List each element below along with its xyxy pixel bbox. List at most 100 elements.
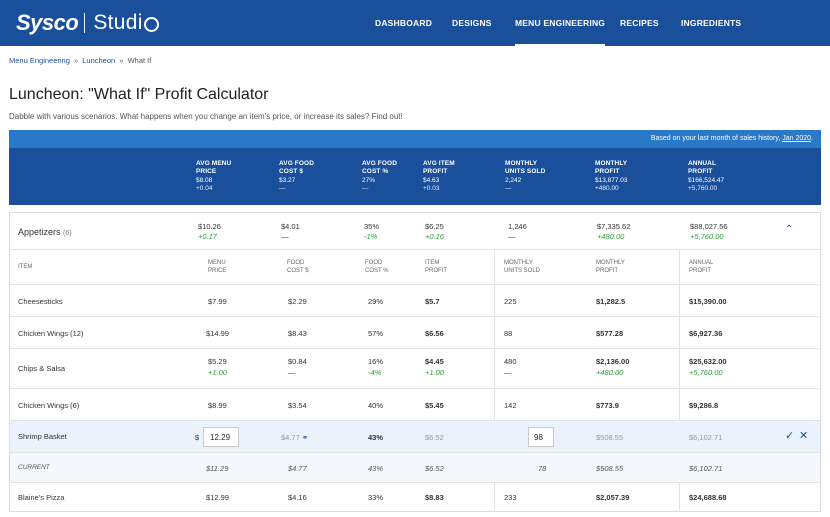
category-count: (6) <box>63 230 72 237</box>
col-header-line: PRICE <box>208 268 227 274</box>
category-units-sold-delta: — <box>508 232 516 241</box>
monthly-profit-delta: +480.00 <box>596 368 624 377</box>
summary-label: UNITS SOLD <box>505 168 546 176</box>
annual-profit: $6,927.36 <box>689 329 723 338</box>
table-row-editing[interactable]: Shrimp Basket $ $4.77 ⚭ 43% $6.52 $508.5… <box>10 421 820 453</box>
summary-label: PROFIT <box>688 168 713 176</box>
link-icon[interactable]: ⚭ <box>301 433 309 442</box>
table-row-current: CURRENT $11.29 $4.77 43% $6.52 78 $508.5… <box>10 453 820 483</box>
nav-dashboard[interactable]: DASHBOARD <box>375 18 433 28</box>
col-header-annual-profit: ANNUAL PROFIT <box>689 259 713 275</box>
units-sold-delta: — <box>504 368 512 377</box>
summary-label: COST $ <box>279 168 304 176</box>
item-profit: $8.83 <box>425 493 444 502</box>
sales-history-note: Based on your last month of sales histor… <box>651 135 813 142</box>
summary-label: COST % <box>362 168 389 176</box>
col-header-line: PROFIT <box>689 268 711 274</box>
table-row[interactable]: Chicken Wings (12) $14.99 $8.43 57% $6.5… <box>10 317 820 349</box>
summary-value: $8.08 <box>196 176 213 184</box>
table-header-row: ITEM MENU PRICE FOOD COST $ FOOD COST % ITE… <box>10 250 820 285</box>
monthly-profit: $2,057.39 <box>596 493 630 502</box>
sales-history-note-prefix: Based on your last month of sales histor… <box>650 135 781 142</box>
col-header-line: ANNUAL <box>689 260 714 266</box>
food-cost-pct: 43% <box>368 433 384 442</box>
current-food-cost-pct: 43% <box>368 464 384 473</box>
summary-monthly-profit: MONTHLY PROFIT $13,877.03 +480.00 <box>595 160 628 194</box>
logo-ring-icon <box>143 16 159 32</box>
cancel-close-icon[interactable]: ✕ <box>799 430 809 442</box>
summary-label: PRICE <box>196 168 217 176</box>
category-food-cost: $4.01 <box>281 222 300 231</box>
table-row[interactable]: Blaine's Pizza $12.99 $4.16 33% $8.83 23… <box>10 483 820 512</box>
monthly-profit: $508.55 <box>596 433 624 442</box>
category-units-sold: 1,246 <box>508 222 527 231</box>
item-profit: $5.7 <box>425 297 440 306</box>
annual-profit: $15,390.00 <box>689 297 727 306</box>
category-annual-profit-delta: +5,760.00 <box>690 232 724 241</box>
summary-label: AVG ITEM <box>423 160 455 167</box>
summary-delta: — <box>362 185 369 193</box>
category-header-row[interactable]: Appetizers (6) $10.26 +0.17 $4.01 — 35% … <box>10 213 820 250</box>
annual-profit: $24,688.68 <box>689 493 727 502</box>
col-header-line: FOOD <box>287 260 305 266</box>
col-header-line: ITEM <box>425 260 440 266</box>
sales-history-period-link[interactable]: Jan 2020 <box>782 135 812 142</box>
col-header-item: ITEM <box>18 264 33 270</box>
col-header-line: MENU <box>208 260 226 266</box>
summary-value: $4.63 <box>423 176 440 184</box>
summary-value: 27% <box>362 176 376 184</box>
col-header-line: COST $ <box>287 268 309 274</box>
col-header-monthly-profit: MONTHLY PROFIT <box>596 259 625 275</box>
category-monthly-profit-delta: +480.00 <box>597 232 625 241</box>
food-cost-pct-delta: -4% <box>368 368 382 377</box>
col-header-item-profit: ITEM PROFIT <box>425 259 447 275</box>
nav-recipes[interactable]: RECIPES <box>620 18 659 28</box>
item-name: Shrimp Basket <box>18 432 67 441</box>
summary-avg-menu-price: AVG MENU PRICE $8.08 +0.04 <box>196 160 231 194</box>
confirm-check-icon[interactable]: ✓ <box>785 430 795 442</box>
food-cost: $2.29 <box>288 297 307 306</box>
nav-ingredients[interactable]: INGREDIENTS <box>681 18 742 28</box>
breadcrumb-menu-engineering[interactable]: Menu Engineering <box>9 56 70 65</box>
table-row[interactable]: Chips & Salsa $5.29 +1.00 $0.84 — 16% -4… <box>10 349 820 389</box>
item-name: Chicken Wings (12) <box>18 329 84 338</box>
category-menu-price: $10.26 <box>198 222 221 231</box>
annual-profit-delta: +5,760.00 <box>689 368 723 377</box>
food-cost-value: $4.77 <box>281 433 300 442</box>
summary-label: PROFIT <box>423 168 448 176</box>
summary-delta: — <box>505 185 512 193</box>
category-item-profit-delta: +0.16 <box>425 232 444 241</box>
table-row[interactable]: Chicken Wings (6) $8.99 $3.54 40% $5.45 … <box>10 389 820 421</box>
category-food-cost-pct: 35% <box>364 222 380 231</box>
summary-monthly-units: MONTHLY UNITS SOLD 2,242 — <box>505 160 545 194</box>
menu-price: $12.99 <box>206 493 229 502</box>
food-cost-pct: 16% <box>368 357 384 366</box>
current-label: CURRENT <box>18 464 50 471</box>
breadcrumb-separator: » <box>119 56 124 65</box>
item-profit: $6.56 <box>425 329 444 338</box>
nav-menu-engineering[interactable]: MENU ENGINEERING <box>515 0 606 46</box>
col-header-line: UNITS SOLD <box>504 268 541 274</box>
current-annual-profit: $6,102.71 <box>689 464 723 473</box>
nav-designs[interactable]: DESIGNS <box>452 18 492 28</box>
logo-divider <box>84 13 86 33</box>
breadcrumb-luncheon[interactable]: Luncheon <box>82 56 116 65</box>
col-header-line: MONTHLY <box>596 260 625 266</box>
menu-price-input[interactable] <box>203 427 239 447</box>
summary-label: AVG MENU <box>196 160 232 167</box>
menu-price: $14.99 <box>206 329 229 338</box>
col-header-line: COST % <box>365 268 389 274</box>
item-name: Chicken Wings (6) <box>18 401 80 410</box>
category-annual-profit: $88,027.56 <box>690 222 728 231</box>
summary-value: 2,242 <box>505 176 522 184</box>
units-sold: 480 <box>504 357 517 366</box>
food-cost-pct: 57% <box>368 329 384 338</box>
food-cost: $3.54 <box>288 401 307 410</box>
units-sold-input[interactable] <box>528 427 554 447</box>
units-sold: 88 <box>504 329 513 338</box>
breadcrumb-separator: » <box>73 56 79 65</box>
current-units-sold: 78 <box>538 464 547 473</box>
table-row[interactable]: Cheesesticks $7.99 $2.29 29% $5.7 225 $1… <box>10 285 820 317</box>
collapse-chevron-up-icon[interactable]: ⌃ <box>785 224 794 235</box>
sysco-studio-logo[interactable]: Sysco Studi <box>16 9 159 37</box>
